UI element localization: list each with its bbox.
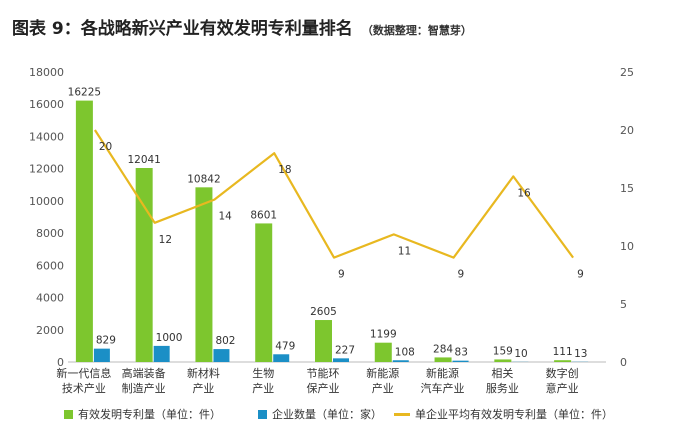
category-label: 服务业 <box>486 382 519 395</box>
bar-patents <box>554 360 572 362</box>
data-label-companies: 479 <box>275 340 295 352</box>
bar-patents <box>75 100 93 362</box>
y-left-tick-label: 10000 <box>29 195 64 208</box>
legend-swatch-patents <box>64 409 73 419</box>
category-label: 高端装备 <box>122 366 166 380</box>
data-label-patents: 284 <box>433 343 453 355</box>
category-label: 新能源 <box>366 366 399 380</box>
data-label-companies: 83 <box>455 347 468 359</box>
bar-patents <box>195 187 213 362</box>
y-left-tick-label: 4000 <box>36 292 64 305</box>
category-label: 新材料 <box>187 366 220 380</box>
data-label-average: 20 <box>99 141 112 153</box>
category-label: 汽车产业 <box>421 381 465 395</box>
y-right-tick-label: 5 <box>620 298 627 311</box>
data-label-companies: 10 <box>514 348 527 360</box>
bar-patents <box>434 357 452 362</box>
category-label: 数字创 <box>546 366 579 380</box>
bar-patents <box>135 168 153 362</box>
line-average <box>93 129 574 259</box>
legend-swatch-companies <box>258 409 267 419</box>
y-right-tick-label: 10 <box>620 240 634 253</box>
category-label: 制造产业 <box>122 381 166 395</box>
legend-label-average: 单企业平均有效发明专利量（单位：件） <box>415 408 613 421</box>
data-label-patents: 12041 <box>127 154 160 166</box>
y-left-tick-label: 16000 <box>29 98 64 111</box>
chart-title: 图表 9：各战略新兴产业有效发明专利量排名 <box>12 19 353 39</box>
data-label-companies: 802 <box>215 335 235 347</box>
legend-item-companies: 企业数量（单位：家） <box>258 406 382 422</box>
category-label: 产业 <box>192 381 214 395</box>
data-label-companies: 1000 <box>156 332 183 344</box>
bars <box>75 100 589 362</box>
category-label: 节能环 <box>307 366 340 380</box>
y-right-tick-label: 15 <box>620 182 634 195</box>
bar-companies <box>452 360 469 362</box>
data-label-patents: 8601 <box>250 209 277 221</box>
category-label: 产业 <box>252 381 274 395</box>
data-label-patents: 16225 <box>68 87 101 99</box>
data-labels: 16225 829 20 12041 1000 12 10842 802 14 8601 479 18… <box>68 87 588 360</box>
legend-item-average: 单企业平均有效发明专利量（单位：件） <box>394 406 613 422</box>
bar-patents <box>494 359 512 362</box>
data-label-patents: 1199 <box>370 329 397 341</box>
data-label-average: 14 <box>218 211 232 223</box>
data-label-patents: 10842 <box>187 173 220 185</box>
data-label-companies: 13 <box>574 348 587 360</box>
category-label: 相关 <box>491 366 513 380</box>
category-label: 产业 <box>372 381 394 395</box>
data-label-average: 11 <box>398 245 411 257</box>
y-left-tick-label: 6000 <box>36 259 64 272</box>
y-left-tick-label: 12000 <box>29 163 64 176</box>
chart-source: （数据整理：智慧芽） <box>361 24 472 37</box>
data-label-patents: 2605 <box>310 306 337 318</box>
bar-patents <box>315 320 332 362</box>
y-right-tick-label: 25 <box>620 66 634 79</box>
y-right-tick-label: 20 <box>620 124 634 137</box>
data-label-patents: 111 <box>553 346 573 358</box>
category-label: 新能源 <box>426 366 459 380</box>
data-label-average: 9 <box>577 269 584 281</box>
data-label-patents: 159 <box>493 345 513 357</box>
data-label-average: 9 <box>338 269 345 281</box>
category-label: 保产业 <box>307 381 340 395</box>
data-label-companies: 829 <box>96 335 116 347</box>
data-label-average: 9 <box>458 269 465 281</box>
category-labels: 新一代信息技术产业高端装备制造产业新材料产业生物产业节能环保产业新能源产业新能源… <box>56 366 578 395</box>
bar-companies <box>333 358 349 362</box>
y-left-tick-label: 8000 <box>36 227 64 240</box>
chart-title-block: 图表 9：各战略新兴产业有效发明专利量排名 （数据整理：智慧芽） <box>12 14 472 39</box>
category-label: 技术产业 <box>62 381 106 395</box>
category-label: 意产业 <box>546 381 579 395</box>
data-label-average: 12 <box>159 234 172 246</box>
y-left-tick-label: 0 <box>57 356 64 369</box>
bar-companies <box>153 345 170 362</box>
category-label: 生物 <box>252 366 274 380</box>
data-label-average: 18 <box>278 164 291 176</box>
y-left-tick-label: 14000 <box>29 130 64 143</box>
y-left-tick-label: 2000 <box>36 324 64 337</box>
line-series <box>93 129 574 259</box>
data-label-companies: 108 <box>395 346 415 358</box>
y-right-tick-label: 0 <box>620 356 627 369</box>
legend-item-patents: 有效发明专利量（单位：件） <box>64 406 221 422</box>
bar-patents <box>255 223 273 362</box>
bar-companies <box>392 360 409 362</box>
legend-label-patents: 有效发明专利量（单位：件） <box>78 408 221 421</box>
data-label-average: 16 <box>517 187 531 199</box>
bar-companies <box>213 349 230 362</box>
legend-label-companies: 企业数量（单位：家） <box>272 408 382 421</box>
legend-swatch-average <box>394 412 410 416</box>
bar-companies <box>93 348 110 362</box>
axes: 0200040006000800010000120001400016000180… <box>29 66 634 369</box>
y-left-tick-label: 18000 <box>29 66 64 79</box>
data-label-companies: 227 <box>335 344 355 356</box>
category-label: 新一代信息 <box>56 366 111 380</box>
bar-patents <box>374 342 392 362</box>
bar-companies <box>273 354 290 362</box>
